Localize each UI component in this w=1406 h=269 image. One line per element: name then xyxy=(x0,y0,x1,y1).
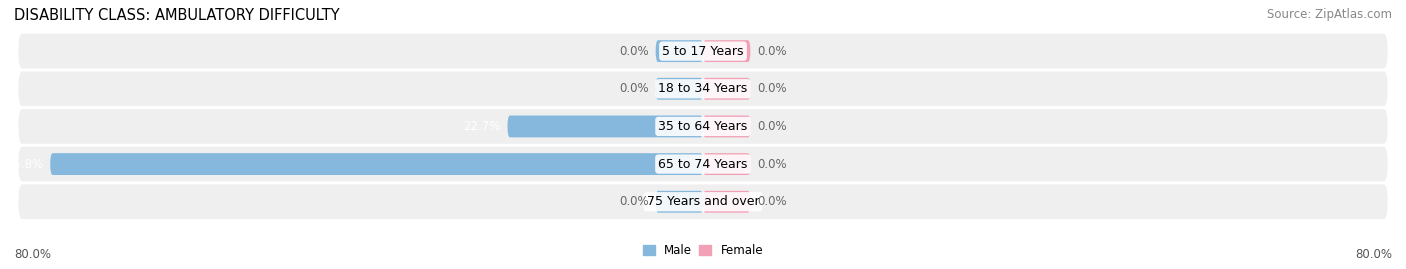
FancyBboxPatch shape xyxy=(51,153,703,175)
FancyBboxPatch shape xyxy=(18,147,1388,181)
FancyBboxPatch shape xyxy=(18,109,1388,144)
FancyBboxPatch shape xyxy=(18,34,1388,68)
Text: 18 to 34 Years: 18 to 34 Years xyxy=(658,82,748,95)
Text: 0.0%: 0.0% xyxy=(758,195,787,208)
Text: 0.0%: 0.0% xyxy=(619,195,648,208)
Text: 0.0%: 0.0% xyxy=(619,82,648,95)
Text: 35 to 64 Years: 35 to 64 Years xyxy=(658,120,748,133)
FancyBboxPatch shape xyxy=(508,115,703,137)
Text: 0.0%: 0.0% xyxy=(758,120,787,133)
Text: Source: ZipAtlas.com: Source: ZipAtlas.com xyxy=(1267,8,1392,21)
Text: 80.0%: 80.0% xyxy=(14,248,51,261)
FancyBboxPatch shape xyxy=(703,78,751,100)
Text: DISABILITY CLASS: AMBULATORY DIFFICULTY: DISABILITY CLASS: AMBULATORY DIFFICULTY xyxy=(14,8,340,23)
FancyBboxPatch shape xyxy=(18,72,1388,106)
Legend: Male, Female: Male, Female xyxy=(638,239,768,262)
Text: 75 Years and over: 75 Years and over xyxy=(647,195,759,208)
FancyBboxPatch shape xyxy=(703,191,751,213)
Text: 75.8%: 75.8% xyxy=(6,158,44,171)
Text: 80.0%: 80.0% xyxy=(1355,248,1392,261)
FancyBboxPatch shape xyxy=(703,153,751,175)
Text: 5 to 17 Years: 5 to 17 Years xyxy=(662,45,744,58)
Text: 0.0%: 0.0% xyxy=(758,158,787,171)
Text: 65 to 74 Years: 65 to 74 Years xyxy=(658,158,748,171)
Text: 0.0%: 0.0% xyxy=(619,45,648,58)
FancyBboxPatch shape xyxy=(18,185,1388,219)
FancyBboxPatch shape xyxy=(655,78,703,100)
FancyBboxPatch shape xyxy=(655,40,703,62)
FancyBboxPatch shape xyxy=(703,40,751,62)
FancyBboxPatch shape xyxy=(655,191,703,213)
Text: 0.0%: 0.0% xyxy=(758,82,787,95)
FancyBboxPatch shape xyxy=(703,115,751,137)
Text: 0.0%: 0.0% xyxy=(758,45,787,58)
Text: 22.7%: 22.7% xyxy=(463,120,501,133)
